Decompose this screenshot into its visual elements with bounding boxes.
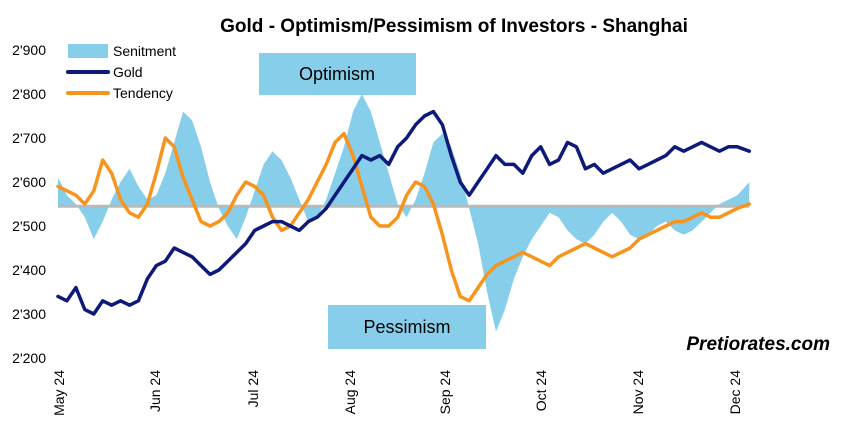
y-tick-label: 2'900 <box>12 42 46 58</box>
legend-label-tendency: Tendency <box>113 85 173 101</box>
y-tick-label: 2'700 <box>12 130 46 146</box>
y-tick-label: 2'300 <box>12 306 46 322</box>
chart-title: Gold - Optimism/Pessimism of Investors -… <box>220 16 688 37</box>
optimism-label: Optimism <box>299 64 375 84</box>
watermark: Pretiorates.com <box>686 334 830 355</box>
gold-line <box>56 109 752 316</box>
x-tick-label: Oct 24 <box>533 370 549 411</box>
optimism-box <box>259 53 416 95</box>
legend-label-sentiment: Senitment <box>113 43 176 59</box>
pessimism-box <box>328 305 486 349</box>
y-tick-label: 2'600 <box>12 174 46 190</box>
y-axis: 2'200 2'300 2'400 2'500 2'600 2'700 2'800 2'900 <box>12 42 46 366</box>
pessimism-label: Pessimism <box>363 317 450 337</box>
x-tick-label: Jun 24 <box>147 370 163 412</box>
x-tick-label: Sep 24 <box>437 370 453 415</box>
x-tick-label: May 24 <box>51 370 67 416</box>
x-tick-label: Dec 24 <box>727 370 743 415</box>
x-axis: May 24 Jun 24 Jul 24 Aug 24 Sep 24 Oct 24 Nov … <box>51 370 743 416</box>
legend-swatch-sentiment <box>68 44 108 58</box>
sentiment-area <box>58 94 750 332</box>
legend: Senitment Gold Tendency <box>66 43 176 101</box>
series-layer <box>56 94 752 332</box>
region-labels: Optimism Pessimism <box>259 53 486 349</box>
x-tick-label: Aug 24 <box>342 370 358 415</box>
tendency-line <box>56 131 752 303</box>
x-tick-label: Jul 24 <box>245 370 261 408</box>
y-tick-label: 2'800 <box>12 86 46 102</box>
x-tick-label: Nov 24 <box>630 370 646 415</box>
legend-label-gold: Gold <box>113 64 143 80</box>
y-tick-label: 2'500 <box>12 218 46 234</box>
y-tick-label: 2'200 <box>12 350 46 366</box>
y-tick-label: 2'400 <box>12 262 46 278</box>
